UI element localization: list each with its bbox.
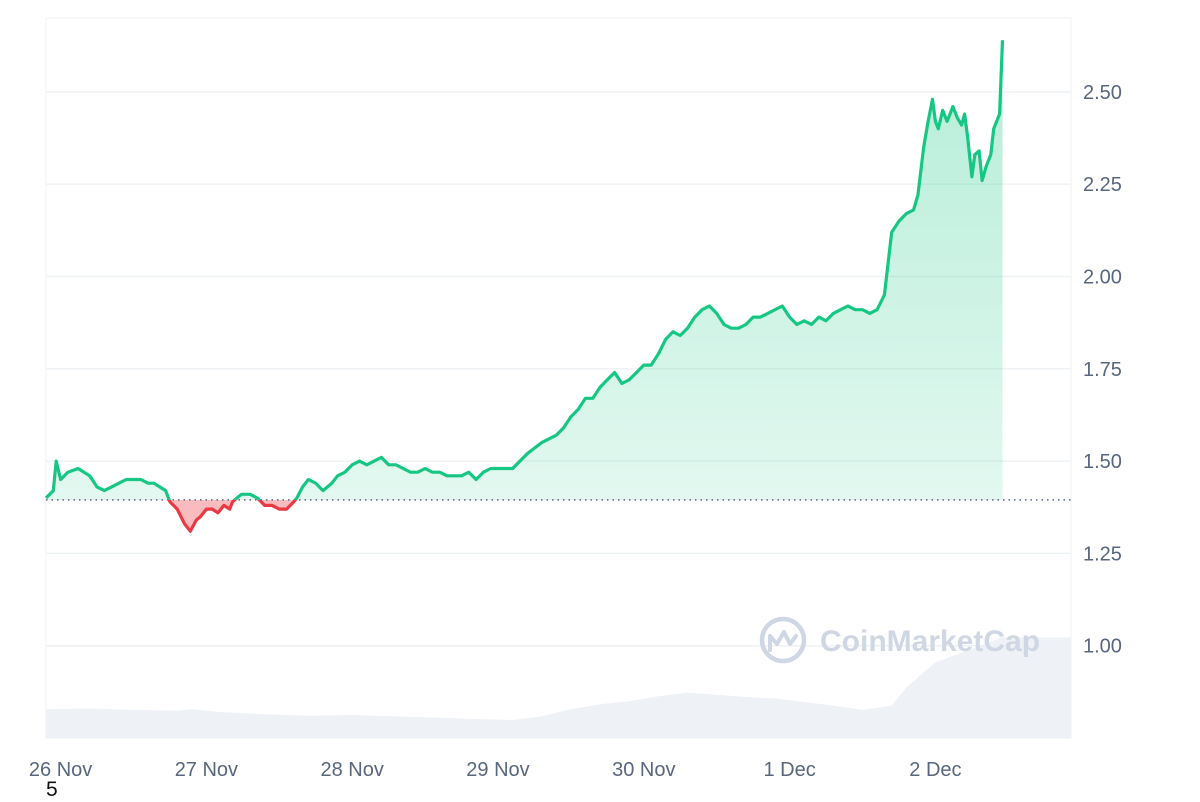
- x-tick-label: 30 Nov: [612, 759, 675, 781]
- y-tick-label: 2.50: [1083, 82, 1122, 104]
- y-axis: 1.00 1.25 1.50 1.75 2.00 2.25 2.50: [1083, 82, 1122, 658]
- y-tick-label: 1.25: [1083, 543, 1122, 565]
- x-tick-label: 2 Dec: [909, 759, 961, 781]
- volume-area: [46, 637, 1071, 738]
- y-tick-label: 2.00: [1083, 266, 1122, 288]
- y-tick-label: 1.75: [1083, 359, 1122, 381]
- price-line-down: [167, 499, 298, 533]
- price-area-down: [169, 499, 296, 532]
- y-tick-label: 2.25: [1083, 174, 1122, 196]
- price-area-up: [46, 40, 1003, 500]
- y-tick-label: 1.00: [1083, 636, 1122, 658]
- coinmarketcap-logo-icon: [759, 616, 807, 664]
- x-tick-label: 27 Nov: [175, 759, 238, 781]
- y-tick-label: 1.50: [1083, 451, 1122, 473]
- x-tick-label: 26 Nov: [29, 759, 92, 781]
- price-line-up: [44, 40, 1005, 500]
- x-tick-label: 29 Nov: [466, 759, 529, 781]
- volume-shape: [46, 637, 1071, 738]
- x-axis: 26 Nov 27 Nov 28 Nov 29 Nov 30 Nov 1 Dec 2 Dec: [29, 759, 962, 781]
- footnote-label: 5: [46, 778, 58, 801]
- price-area-fills: [46, 40, 1003, 532]
- price-lines: [44, 40, 1005, 533]
- x-tick-label: 28 Nov: [321, 759, 384, 781]
- x-tick-label: 1 Dec: [763, 759, 815, 781]
- watermark-text: CoinMarketCap: [820, 625, 1040, 658]
- watermark: CoinMarketCap: [759, 616, 1040, 664]
